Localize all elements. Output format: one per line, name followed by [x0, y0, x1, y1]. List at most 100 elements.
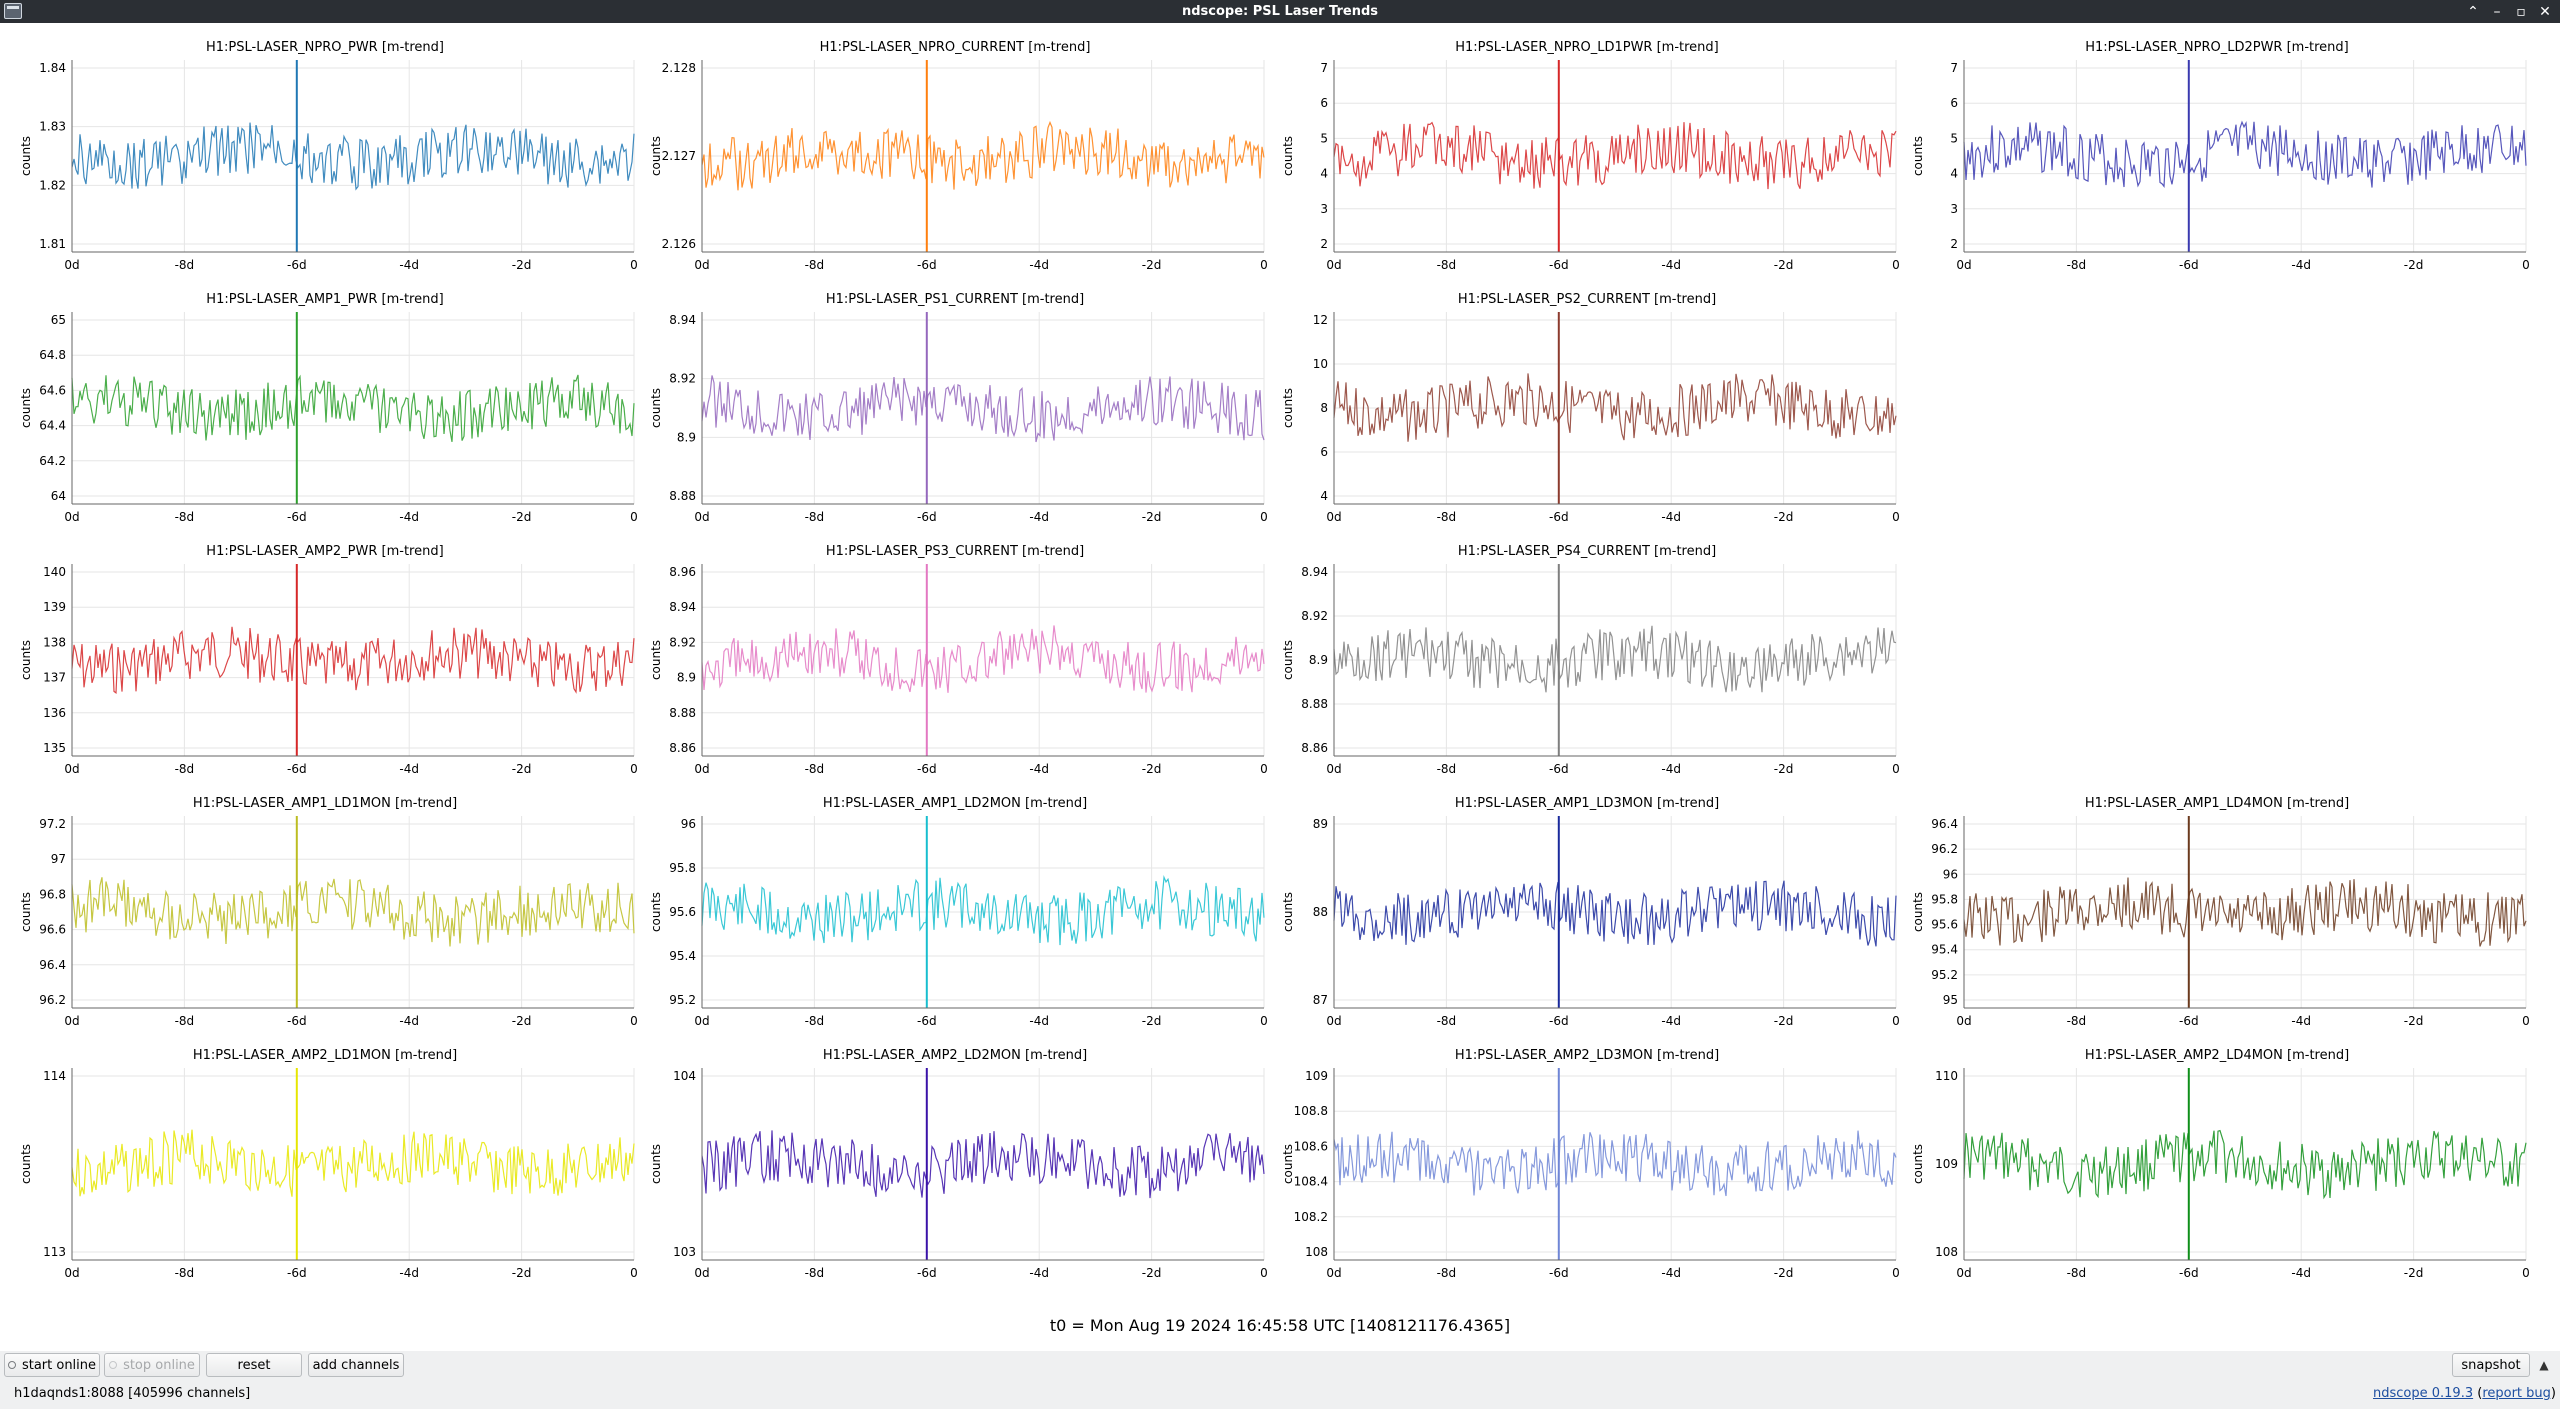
- y-axis-label: counts: [649, 136, 663, 176]
- y-tick-label: 6: [1950, 96, 1958, 110]
- plot-canvas[interactable]: 97.2 97 96.8 96.6 96.4 96.2 0d -8d -6d -4d -2d 0 cou…: [10, 796, 640, 1046]
- plot-title: H1:PSL-LASER_AMP2_LD4MON [m-trend]: [2084, 1048, 2350, 1063]
- plot-amp2-ld2mon[interactable]: H1:PSL-LASER_AMP2_LD2MON [m-trend] 104 103…: [640, 1048, 1270, 1298]
- y-tick-label: 137: [43, 671, 66, 685]
- y-tick-label: 8.94: [669, 600, 696, 614]
- x-tick-label: 0: [1260, 1014, 1268, 1028]
- y-axis-label: counts: [19, 136, 33, 176]
- y-tick-label: 139: [43, 600, 66, 614]
- x-tick-label: -8d: [2067, 1014, 2087, 1028]
- plot-canvas[interactable]: 104 103 0d -8d -6d -4d -2d 0 counts: [640, 1048, 1270, 1298]
- x-tick-label: 0d: [1326, 510, 1341, 524]
- plot-amp1-ld3mon[interactable]: H1:PSL-LASER_AMP1_LD3MON [m-trend] 89 88 87…: [1272, 796, 1902, 1046]
- y-tick-label: 1.83: [39, 120, 66, 134]
- app-icon[interactable]: [4, 3, 22, 19]
- y-tick-label: 96: [1943, 867, 1958, 881]
- y-axis-label: counts: [1281, 640, 1295, 680]
- trend-trace: [71, 1129, 635, 1197]
- x-tick-label: -8d: [805, 258, 825, 272]
- x-tick-label: -8d: [175, 510, 195, 524]
- x-tick-label: 0d: [64, 258, 79, 272]
- trend-trace: [1963, 877, 2527, 947]
- x-tick-label: -6d: [287, 1266, 307, 1280]
- x-tick-label: -2d: [2404, 1014, 2424, 1028]
- stop-online-button[interactable]: stop online: [104, 1353, 200, 1377]
- x-tick-label: -8d: [175, 258, 195, 272]
- x-tick-label: -8d: [2067, 1266, 2087, 1280]
- restore-icon[interactable]: ⌃: [2467, 3, 2479, 20]
- x-tick-label: 0d: [1326, 1266, 1341, 1280]
- plot-amp2-ld4mon[interactable]: H1:PSL-LASER_AMP2_LD4MON [m-trend] 110 109…: [1902, 1048, 2532, 1298]
- x-tick-label: -2d: [1774, 1266, 1794, 1280]
- plot-npro-ld2pwr[interactable]: H1:PSL-LASER_NPRO_LD2PWR [m-trend] 7 6 5 4 3 2…: [1902, 40, 2532, 290]
- x-tick-label: -4d: [2291, 258, 2311, 272]
- plot-title: H1:PSL-LASER_AMP1_LD4MON [m-trend]: [2084, 796, 2350, 811]
- reset-label: reset: [237, 1357, 271, 1373]
- minimize-icon[interactable]: –: [2493, 3, 2501, 20]
- plot-amp1-ld2mon[interactable]: H1:PSL-LASER_AMP1_LD2MON [m-trend] 96 95.8…: [640, 796, 1270, 1046]
- version-link[interactable]: ndscope 0.19.3: [2373, 1386, 2474, 1401]
- plot-amp1-pwr[interactable]: H1:PSL-LASER_AMP1_PWR [m-trend] 65 64.8 64.…: [10, 292, 640, 542]
- plot-canvas[interactable]: 12 10 8 6 4 0d -8d -6d -4d -2d 0 counts: [1272, 292, 1902, 542]
- plot-npro-pwr[interactable]: H1:PSL-LASER_NPRO_PWR [m-trend] 1.84 1.83 1…: [10, 40, 640, 290]
- plot-canvas[interactable]: 109 108.8 108.6 108.4 108.2 108 0d -8d -6d -4d -2d…: [1272, 1048, 1902, 1298]
- plot-canvas[interactable]: 96.4 96.2 96 95.8 95.6 95.4 95.2 95 0d -8d -6d -4d -…: [1902, 796, 2532, 1046]
- x-tick-label: -6d: [2179, 1014, 2199, 1028]
- close-icon[interactable]: ✕: [2539, 3, 2551, 20]
- y-tick-label: 114: [43, 1069, 66, 1083]
- add-channels-button[interactable]: add channels: [308, 1353, 404, 1377]
- plot-canvas[interactable]: 2.128 2.127 2.126 0d -8d -6d -4d -2d 0 counts: [640, 40, 1270, 290]
- plot-canvas[interactable]: 7 6 5 4 3 2 0d -8d -6d -4d -2d 0 counts: [1902, 40, 2532, 290]
- plot-amp1-ld4mon[interactable]: H1:PSL-LASER_AMP1_LD4MON [m-trend] 96.4 96…: [1902, 796, 2532, 1046]
- y-tick-label: 135: [43, 741, 66, 755]
- x-tick-label: -4d: [1029, 1014, 1049, 1028]
- status-server-info: h1daqnds1:8088 [405996 channels]: [14, 1386, 250, 1401]
- y-tick-label: 138: [43, 635, 66, 649]
- y-tick-label: 2.128: [662, 61, 696, 75]
- x-tick-label: -6d: [1549, 1014, 1569, 1028]
- plot-canvas[interactable]: 8.94 8.92 8.9 8.88 8.86 0d -8d -6d -4d -2d 0 counts: [1272, 544, 1902, 794]
- plot-ps4-current[interactable]: H1:PSL-LASER_PS4_CURRENT [m-trend] 8.94 8.…: [1272, 544, 1902, 794]
- snapshot-button[interactable]: snapshot: [2452, 1353, 2530, 1377]
- record-icon: [7, 1361, 16, 1369]
- start-online-button[interactable]: start online: [4, 1353, 100, 1377]
- x-tick-label: 0: [1260, 510, 1268, 524]
- plot-amp2-ld3mon[interactable]: H1:PSL-LASER_AMP2_LD3MON [m-trend] 109 108…: [1272, 1048, 1902, 1298]
- plot-canvas[interactable]: 140 139 138 137 136 135 0d -8d -6d -4d -2d 0 counts: [10, 544, 640, 794]
- y-tick-label: 96.6: [39, 923, 66, 937]
- plot-npro-ld1pwr[interactable]: H1:PSL-LASER_NPRO_LD1PWR [m-trend] 7 6 5 4 3 2…: [1272, 40, 1902, 290]
- plot-canvas[interactable]: 96 95.8 95.6 95.4 95.2 0d -8d -6d -4d -2d 0 counts: [640, 796, 1270, 1046]
- plot-canvas[interactable]: 7 6 5 4 3 2 0d -8d -6d -4d -2d 0 counts: [1272, 40, 1902, 290]
- plot-canvas[interactable]: 8.94 8.92 8.9 8.88 0d -8d -6d -4d -2d 0 counts: [640, 292, 1270, 542]
- y-tick-label: 64.2: [39, 454, 66, 468]
- plot-npro-current[interactable]: H1:PSL-LASER_NPRO_CURRENT [m-trend] 2.128…: [640, 40, 1270, 290]
- y-tick-label: 95.2: [669, 993, 696, 1007]
- plot-canvas[interactable]: 8.96 8.94 8.92 8.9 8.88 8.86 0d -8d -6d -4d -2d 0 co…: [640, 544, 1270, 794]
- y-tick-label: 1.84: [39, 61, 66, 75]
- y-tick-label: 2: [1320, 237, 1328, 251]
- x-tick-label: -6d: [287, 762, 307, 776]
- plot-amp2-ld1mon[interactable]: H1:PSL-LASER_AMP2_LD1MON [m-trend] 114 113…: [10, 1048, 640, 1298]
- y-tick-label: 64.4: [39, 419, 66, 433]
- y-tick-label: 8.94: [669, 313, 696, 327]
- y-tick-label: 96.4: [39, 958, 66, 972]
- plot-amp2-pwr[interactable]: H1:PSL-LASER_AMP2_PWR [m-trend] 140 139 138…: [10, 544, 640, 794]
- y-axis-label: counts: [649, 640, 663, 680]
- plot-canvas[interactable]: 1.84 1.83 1.82 1.81 0d -8d -6d -4d -2d 0 counts: [10, 40, 640, 290]
- reset-button[interactable]: reset: [206, 1353, 302, 1377]
- collapse-icon[interactable]: ▲: [2539, 1358, 2549, 1372]
- plot-ps3-current[interactable]: H1:PSL-LASER_PS3_CURRENT [m-trend] 8.96 8.…: [640, 544, 1270, 794]
- plot-ps1-current[interactable]: H1:PSL-LASER_PS1_CURRENT [m-trend] 8.94 8.…: [640, 292, 1270, 542]
- report-bug-link[interactable]: report bug: [2482, 1386, 2551, 1401]
- plot-canvas[interactable]: 65 64.8 64.6 64.4 64.2 64 0d -8d -6d -4d -2d 0 count…: [10, 292, 640, 542]
- x-tick-label: -6d: [917, 1014, 937, 1028]
- x-tick-label: -2d: [512, 1014, 532, 1028]
- plot-canvas[interactable]: 114 113 0d -8d -6d -4d -2d 0 counts: [10, 1048, 640, 1298]
- x-tick-label: -4d: [1029, 1266, 1049, 1280]
- maximize-icon[interactable]: ▫: [2516, 3, 2526, 20]
- plot-amp1-ld1mon[interactable]: H1:PSL-LASER_AMP1_LD1MON [m-trend] 97.2 97…: [10, 796, 640, 1046]
- plot-canvas[interactable]: 110 109 108 0d -8d -6d -4d -2d 0 counts: [1902, 1048, 2532, 1298]
- y-tick-label: 95.4: [1931, 943, 1958, 957]
- plot-ps2-current[interactable]: H1:PSL-LASER_PS2_CURRENT [m-trend] 12 10 8 6…: [1272, 292, 1902, 542]
- plot-canvas[interactable]: 89 88 87 0d -8d -6d -4d -2d 0 counts: [1272, 796, 1902, 1046]
